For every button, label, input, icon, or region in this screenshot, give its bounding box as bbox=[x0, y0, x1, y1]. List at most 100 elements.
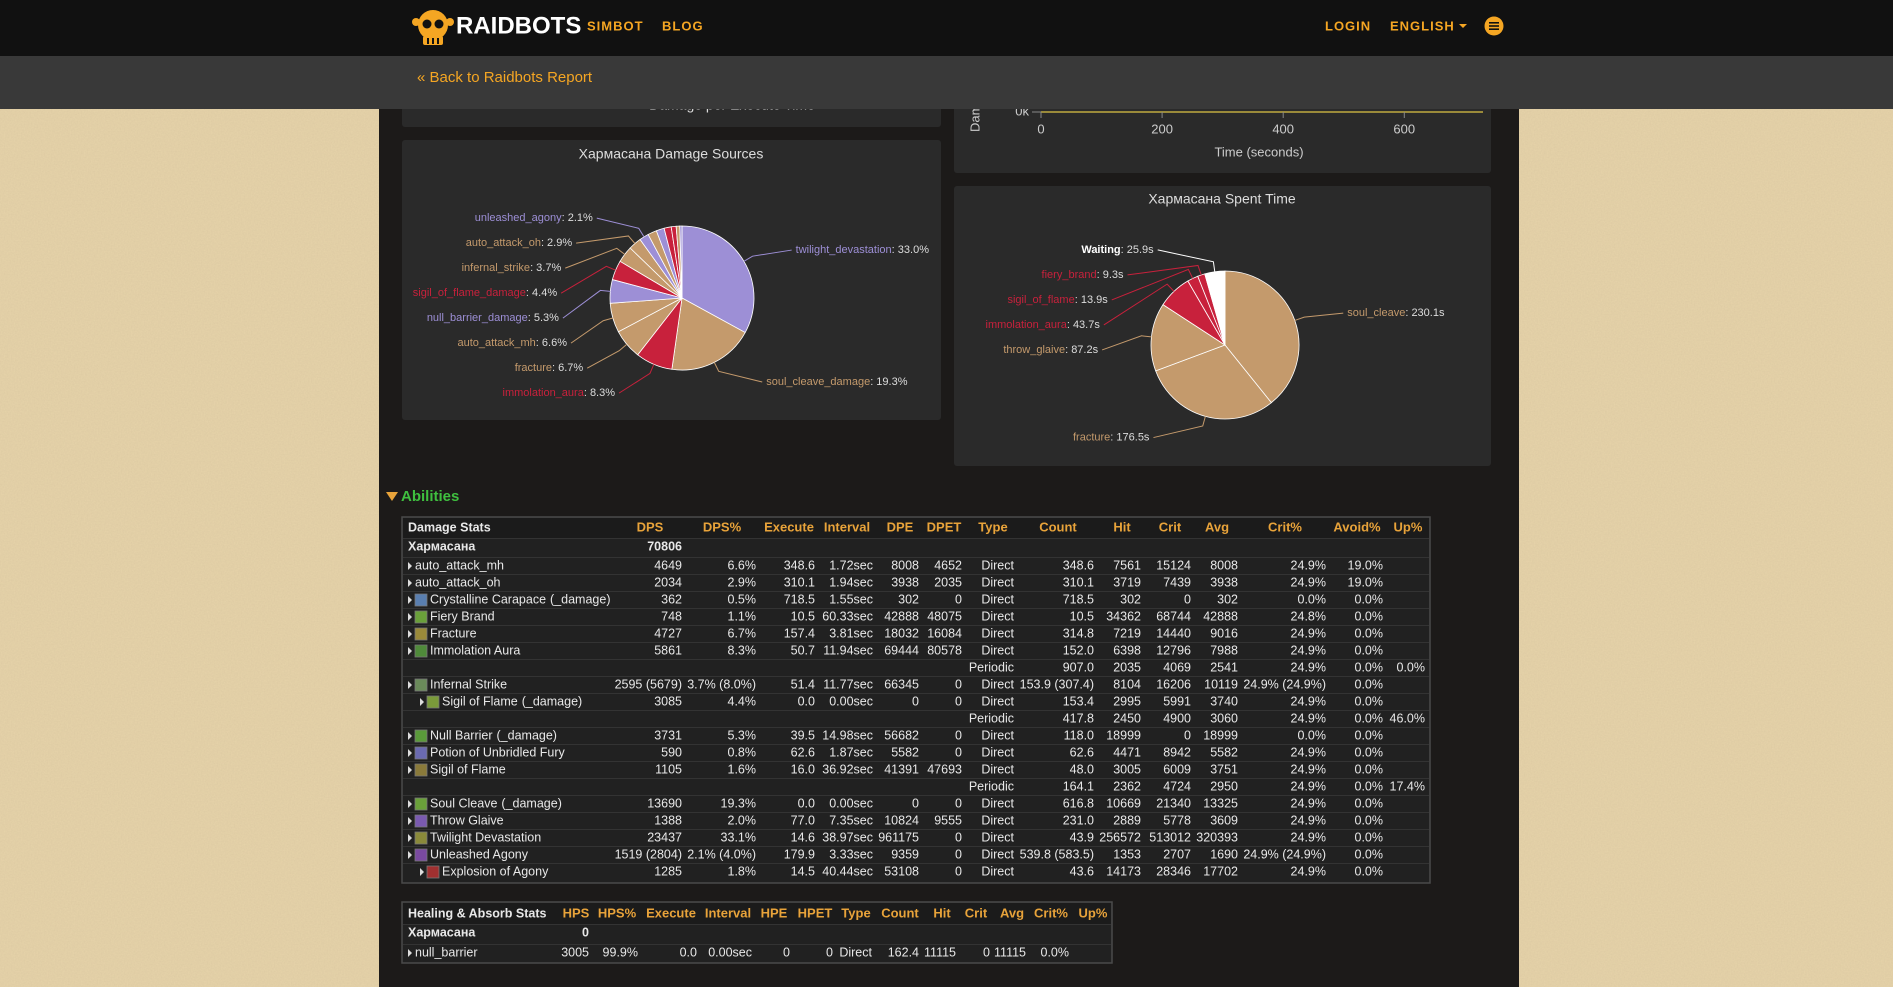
column-header[interactable]: Avoid% bbox=[1333, 519, 1381, 534]
pie-slice[interactable] bbox=[671, 297, 746, 371]
column-header[interactable]: HPS% bbox=[598, 905, 637, 920]
column-header[interactable]: Crit bbox=[965, 905, 988, 920]
ability-name[interactable]: Sigil of Flame bbox=[442, 694, 518, 708]
ability-name[interactable]: Twilight Devastation bbox=[430, 830, 541, 844]
slice-label: unleashed_agony: 2.1% bbox=[475, 212, 593, 224]
brand[interactable]: RAIDBOTS bbox=[456, 12, 581, 39]
column-header[interactable]: DPS% bbox=[703, 519, 742, 534]
expand-caret[interactable] bbox=[408, 834, 412, 842]
ability-name[interactable]: Crystalline Carapace bbox=[430, 592, 546, 606]
table-cell: 539.8 (583.5) bbox=[1020, 847, 1094, 861]
table-cell: 718.5 bbox=[784, 592, 815, 606]
column-header[interactable]: Up% bbox=[1079, 905, 1108, 920]
column-header[interactable]: HPS bbox=[563, 905, 590, 920]
menu-icon[interactable] bbox=[1484, 16, 1504, 36]
ability-name[interactable]: Explosion of Agony bbox=[442, 864, 549, 878]
table-cell: 5778 bbox=[1163, 813, 1191, 827]
ability-name[interactable]: Fiery Brand bbox=[430, 609, 495, 623]
column-header[interactable]: Crit% bbox=[1034, 905, 1068, 920]
ability-name[interactable]: Unleashed Agony bbox=[430, 847, 529, 861]
ability-name[interactable]: auto_attack_mh bbox=[415, 558, 504, 572]
table-cell: 2595 (5679) bbox=[615, 677, 682, 691]
table-cell: 48075 bbox=[927, 609, 962, 623]
table-cell: 907.0 bbox=[1063, 660, 1094, 674]
ability-name[interactable]: auto_attack_oh bbox=[415, 575, 501, 589]
expand-caret[interactable] bbox=[408, 732, 412, 740]
expand-caret[interactable] bbox=[408, 949, 412, 957]
ability-icon bbox=[414, 746, 428, 760]
table-cell: Direct bbox=[981, 728, 1014, 742]
column-header[interactable]: Avg bbox=[1205, 519, 1229, 534]
column-header[interactable]: DPE bbox=[887, 519, 914, 534]
expand-caret[interactable] bbox=[408, 579, 412, 587]
expand-caret[interactable] bbox=[420, 868, 424, 876]
expand-caret[interactable] bbox=[408, 800, 412, 808]
section-heading[interactable]: Abilities bbox=[401, 488, 459, 505]
expand-caret[interactable] bbox=[408, 596, 412, 604]
language-menu[interactable]: ENGLISH bbox=[1390, 18, 1455, 33]
ability-name[interactable]: Sigil of Flame bbox=[430, 762, 506, 776]
expand-caret[interactable] bbox=[408, 817, 412, 825]
column-header[interactable]: Interval bbox=[824, 519, 870, 534]
nav-link[interactable]: SIMBOT bbox=[587, 18, 644, 33]
column-header[interactable]: HPE bbox=[761, 905, 788, 920]
table-cell: 4069 bbox=[1163, 660, 1191, 674]
expand-caret[interactable] bbox=[408, 681, 412, 689]
expand-caret[interactable] bbox=[408, 766, 412, 774]
ability-name[interactable]: Immolation Aura bbox=[430, 643, 520, 657]
column-header[interactable]: Type bbox=[841, 905, 870, 920]
login-link[interactable]: LOGIN bbox=[1325, 18, 1371, 33]
column-header[interactable]: Up% bbox=[1394, 519, 1423, 534]
table-cell: 314.8 bbox=[1063, 626, 1094, 640]
column-header[interactable]: Crit% bbox=[1268, 519, 1302, 534]
expand-caret[interactable] bbox=[408, 647, 412, 655]
column-header[interactable]: Execute bbox=[764, 519, 814, 534]
table-cell: 9555 bbox=[934, 813, 962, 827]
table-cell: 0.0% bbox=[1355, 779, 1384, 793]
expand-caret[interactable] bbox=[408, 562, 412, 570]
pie-slice[interactable] bbox=[679, 225, 683, 299]
pie-slice[interactable] bbox=[1155, 344, 1272, 420]
table-cell: Direct bbox=[981, 575, 1014, 589]
ability-name[interactable]: Fracture bbox=[430, 626, 477, 640]
back-link[interactable]: « Back to Raidbots Report bbox=[417, 69, 593, 86]
column-header[interactable]: HPET bbox=[798, 905, 833, 920]
table-cell: 3.81sec bbox=[829, 626, 873, 640]
logo[interactable] bbox=[412, 10, 454, 45]
expand-caret[interactable] bbox=[408, 630, 412, 638]
table-cell: 2995 bbox=[1113, 694, 1141, 708]
ability-suffix: (_damage) bbox=[497, 728, 557, 742]
expand-caret[interactable] bbox=[408, 613, 412, 621]
column-header[interactable]: Crit bbox=[1159, 519, 1182, 534]
expand-caret[interactable] bbox=[420, 698, 424, 706]
expand-caret[interactable] bbox=[408, 749, 412, 757]
column-header[interactable]: Execute bbox=[646, 905, 696, 920]
collapse-caret[interactable] bbox=[386, 492, 398, 501]
expand-caret[interactable] bbox=[408, 851, 412, 859]
ability-name[interactable]: Throw Glaive bbox=[430, 813, 504, 827]
table-cell: 7219 bbox=[1113, 626, 1141, 640]
column-header[interactable]: Type bbox=[978, 519, 1007, 534]
table-cell: 0 bbox=[955, 728, 962, 742]
column-header[interactable]: Hit bbox=[933, 905, 951, 920]
ability-name[interactable]: Potion of Unbridled Fury bbox=[430, 745, 566, 759]
column-header[interactable]: Interval bbox=[705, 905, 751, 920]
pie-slice[interactable] bbox=[1224, 270, 1300, 404]
column-header[interactable]: Count bbox=[1039, 519, 1077, 534]
table-cell: Direct bbox=[981, 830, 1014, 844]
column-header[interactable]: DPS bbox=[637, 519, 664, 534]
ability-name[interactable]: null_barrier bbox=[415, 945, 478, 959]
ability-name[interactable]: Null Barrier bbox=[430, 728, 493, 742]
ability-name[interactable]: Infernal Strike bbox=[430, 677, 507, 691]
table-cell: 50.7 bbox=[791, 643, 815, 657]
table-cell: 0.0% bbox=[1355, 626, 1384, 640]
nav-link[interactable]: BLOG bbox=[662, 18, 704, 33]
column-header[interactable]: Hit bbox=[1113, 519, 1131, 534]
column-header[interactable]: DPET bbox=[927, 519, 962, 534]
table-cell: 1690 bbox=[1210, 847, 1238, 861]
table-cell: 3005 bbox=[1113, 762, 1141, 776]
column-header[interactable]: Count bbox=[881, 905, 919, 920]
column-header[interactable]: Avg bbox=[1000, 905, 1024, 920]
table-cell: 0.0% bbox=[1397, 660, 1426, 674]
ability-name[interactable]: Soul Cleave bbox=[430, 796, 497, 810]
